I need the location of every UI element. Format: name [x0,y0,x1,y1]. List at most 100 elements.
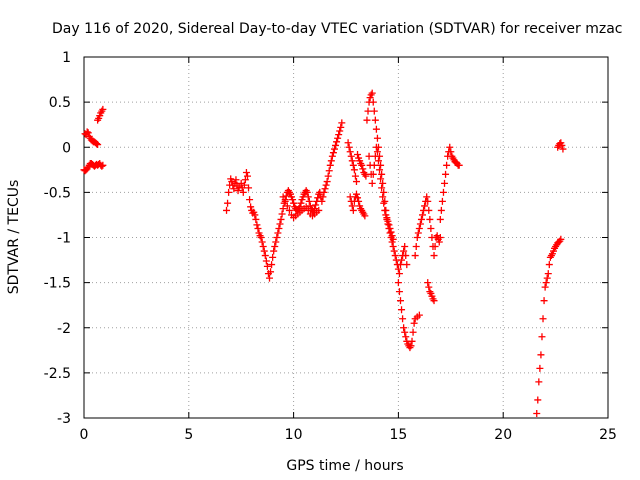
data-point [408,337,416,345]
data-point [536,364,544,372]
data-point [326,161,334,169]
data-point [402,252,410,260]
data-point [410,319,418,327]
data-point [540,297,548,305]
data-point [394,265,402,273]
data-point [332,141,340,149]
data-point [545,261,553,269]
data-point [377,175,385,183]
data-point [543,274,551,282]
data-point [424,279,432,287]
data-point [371,152,379,160]
data-point [259,243,267,251]
data-point [230,185,238,193]
data-point [328,152,336,160]
data-point [455,161,463,169]
data-point [225,188,233,196]
data-point [271,243,279,251]
data-point [241,176,249,184]
data-point [427,224,435,232]
data-point [383,214,391,222]
data-point [240,181,248,189]
data-point [325,167,333,175]
data-point [362,172,370,180]
data-point [281,197,289,205]
data-point [349,206,357,214]
data-point [388,232,396,240]
data-point [363,116,371,124]
data-point [283,202,291,210]
grid [84,57,608,418]
data-point [379,193,387,201]
data-point [544,270,552,278]
y-tick-label: -0.5 [44,185,71,201]
data-point [352,178,360,186]
data-point [368,179,376,187]
data-point [352,190,360,198]
data-point [374,157,382,165]
data-point [234,187,242,195]
data-point [261,252,269,260]
data-point [430,252,438,260]
data-point [438,197,446,205]
data-point [373,148,381,156]
data-point [385,221,393,229]
data-point [243,172,251,180]
data-point [267,268,275,276]
data-point [347,152,355,160]
data-point [409,328,417,336]
data-point [274,229,282,237]
data-point [542,279,550,287]
y-tick-label: -1 [57,231,71,247]
data-points [80,89,567,417]
data-point [372,125,380,133]
data-point [83,128,91,136]
data-point [251,211,259,219]
data-point [297,199,305,207]
data-point [415,311,423,319]
data-point [391,252,399,260]
x-tick-label: 0 [80,427,89,443]
data-point [421,202,429,210]
data-point [436,234,444,241]
data-point [435,238,443,246]
data-point [379,179,387,187]
data-point [559,145,567,153]
data-point [346,148,354,156]
x-axis-label: GPS time / hours [286,458,403,474]
data-point [94,141,102,149]
data-point [400,247,408,255]
data-point [400,324,408,332]
data-point [99,105,107,113]
data-point [304,193,312,201]
data-point [389,243,397,251]
data-point [276,220,284,228]
data-point [345,143,353,151]
data-point [260,247,268,255]
data-point [557,235,565,243]
y-tick-label: -3 [57,411,71,427]
data-point [358,161,366,169]
data-point [245,184,253,192]
data-point [535,378,543,386]
data-point [359,165,367,173]
data-point [370,107,378,115]
data-point [537,351,545,359]
data-point [327,157,335,165]
data-point [384,217,392,225]
y-tick-label: -2.5 [44,366,71,382]
data-point [413,234,421,241]
data-point [372,143,380,151]
data-point [380,188,388,196]
data-point [534,396,542,404]
data-point [394,279,402,287]
data-point [273,234,281,241]
data-point [224,199,232,207]
data-point [275,224,283,232]
data-point [270,247,278,255]
y-tick-label: 1 [62,50,71,66]
data-point [390,247,398,255]
data-point [333,138,341,146]
data-point [99,161,107,169]
data-point [395,288,403,296]
